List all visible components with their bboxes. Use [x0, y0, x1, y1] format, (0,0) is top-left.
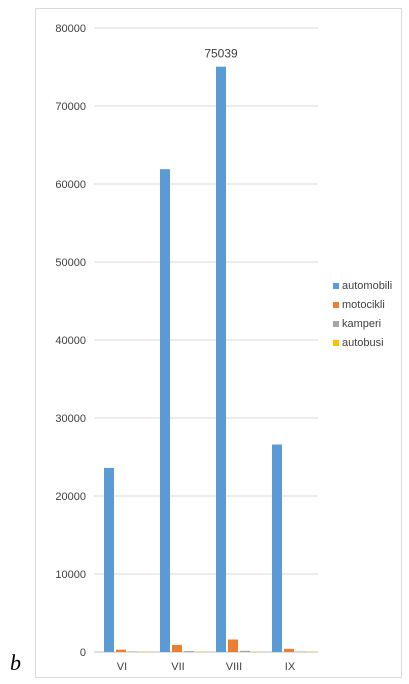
bar-kamperi-VI [128, 651, 138, 653]
y-tick-label: 60000 [55, 179, 86, 191]
y-tick-label: 10000 [55, 569, 86, 581]
bar-automobili-VIII [216, 66, 226, 652]
legend-swatch-kamperi [333, 321, 339, 327]
x-tick-label: VIII [226, 661, 243, 673]
bar-automobili-IX [272, 444, 282, 652]
x-tick-label: VI [117, 661, 127, 673]
x-tick-label: IX [285, 661, 296, 673]
bar-autobusi-VII [196, 651, 206, 653]
x-tick-label: VII [171, 661, 184, 673]
y-tick-label: 0 [80, 647, 86, 659]
data-labels: 75039 [204, 47, 238, 61]
legend-swatch-automobili [333, 283, 339, 289]
y-tick-label: 70000 [55, 101, 86, 113]
y-tick-label: 20000 [55, 491, 86, 503]
bar-automobili-VI [104, 467, 114, 652]
legend-swatch-motocikli [333, 302, 339, 308]
legend-label: motocikli [342, 299, 385, 311]
bars [104, 66, 318, 653]
bar-motocikli-VI [116, 649, 126, 652]
legend-swatch-autobusi [333, 340, 339, 346]
figure-letter: b [10, 650, 21, 675]
bar-autobusi-VI [140, 651, 150, 653]
bar-motocikli-VII [172, 644, 182, 652]
bar-kamperi-VII [184, 651, 194, 652]
y-tick-label: 40000 [55, 335, 86, 347]
bar-autobusi-IX [308, 651, 318, 653]
data-label: 75039 [204, 47, 238, 61]
gridlines [94, 27, 318, 653]
y-tick-label: 30000 [55, 413, 86, 425]
legend-label: automobili [342, 280, 392, 292]
y-tick-label: 80000 [55, 23, 86, 35]
y-tick-label: 50000 [55, 257, 86, 269]
chart-frame: 0 10000 20000 30000 40000 50000 60000 70000 8000… [35, 8, 402, 678]
bar-motocikli-IX [284, 648, 294, 652]
bar-kamperi-VIII [240, 650, 250, 652]
bar-chart: 0 10000 20000 30000 40000 50000 60000 70000 8000… [55, 23, 392, 673]
bar-automobili-VII [160, 169, 170, 652]
bar-autobusi-VIII [252, 651, 262, 653]
bar-kamperi-IX [296, 651, 306, 653]
legend-label: autobusi [342, 337, 384, 349]
legend: automobili motocikli kamperi autobusi [333, 280, 392, 349]
legend-label: kamperi [342, 318, 381, 330]
bar-motocikli-VIII [228, 639, 238, 652]
y-axis-ticks: 0 10000 20000 30000 40000 50000 60000 70000 8000… [55, 23, 86, 659]
x-axis-ticks: VI VII VIII IX [117, 661, 296, 673]
